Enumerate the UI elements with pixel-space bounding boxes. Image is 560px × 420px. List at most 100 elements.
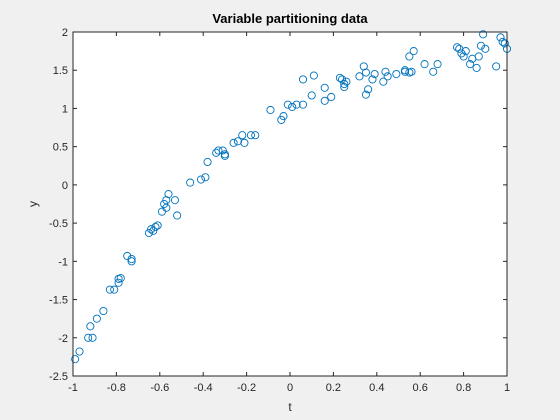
data-point [320,96,329,105]
x-tick-label: 1 [504,382,510,394]
data-point [160,199,169,209]
x-tick-label: 0.2 [326,382,341,394]
data-point [433,60,442,69]
data-point [492,62,501,71]
data-point [292,100,301,109]
x-axis-label: t [288,400,292,414]
data-point [298,75,308,84]
data-point [279,112,288,121]
data-point [127,257,136,266]
x-tick-label: 0.6 [413,382,428,394]
data-point [481,44,490,53]
data-point [409,47,418,56]
data-point [127,254,136,264]
data-point [459,52,468,61]
data-point [379,77,388,86]
data-point [173,211,182,220]
data-point [461,47,470,56]
data-point [355,72,364,81]
data-point [288,102,297,111]
x-tick-label: 0.4 [369,382,384,394]
y-tick-label: 1 [62,103,68,115]
data-point [420,60,429,69]
data-point [144,228,153,238]
y-axis-label: y [26,201,40,207]
data-point [201,173,210,182]
data-point [498,37,507,46]
data-point [338,75,347,84]
axes-box [72,31,508,377]
data-point [476,41,486,50]
data-point [359,62,368,71]
data-point [75,347,84,356]
data-point [203,157,212,167]
data-point [149,226,158,235]
data-point [71,355,80,364]
data-point [114,278,123,287]
chart-title: Variable partitioning data [212,11,368,26]
data-point [453,43,462,52]
data-point [214,146,223,155]
data-point [153,221,162,230]
data-point [246,131,255,140]
x-tick-label: 0.8 [456,382,471,394]
data-point [283,100,292,109]
data-point [309,71,318,80]
x-tick-label: -0.6 [150,382,169,394]
x-tick-label: -0.4 [194,382,213,394]
data-point [110,285,119,294]
x-tick-label: -0.8 [107,382,126,394]
data-point [479,30,488,39]
data-point [88,333,97,342]
data-point [162,196,171,205]
y-tick-label: 1.5 [53,65,68,77]
data-point [229,138,238,147]
data-point [405,52,414,61]
data-point [99,306,108,316]
data-point [92,314,101,323]
data-point [340,79,349,89]
data-point [361,90,371,99]
data-point [240,138,249,147]
data-point [86,322,95,331]
data-point [164,190,173,199]
data-point [429,67,438,76]
data-point [472,63,481,72]
data-point [320,83,329,92]
data-point [147,225,156,234]
data-point [368,75,377,84]
data-point [116,274,125,283]
data-point [364,85,373,94]
data-point [327,92,336,102]
plot-area [73,32,507,376]
data-point [220,151,229,160]
data-point [151,222,160,231]
data-point [277,115,286,124]
data-point [342,77,351,86]
data-point [105,285,114,294]
y-tick-label: 0 [62,180,68,192]
data-point [407,67,416,76]
data-point [251,131,260,140]
data-point [381,67,390,76]
x-tick-label: -1 [68,382,78,394]
data-point [123,251,132,261]
y-tick-label: -2 [58,333,68,345]
data-point [218,146,227,155]
y-tick-label: -1.5 [49,295,68,307]
data-point [238,131,247,140]
data-point [474,52,483,61]
x-tick-label: 0 [287,382,293,394]
data-point [361,68,371,77]
data-point [196,175,206,184]
data-point [186,178,195,187]
data-point [84,333,93,342]
data-point [335,73,344,82]
data-point [500,39,509,48]
data-point [370,69,379,79]
y-tick-label: -2.5 [49,371,68,383]
data-point [266,105,275,115]
data-point [466,60,475,69]
y-tick-label: 2 [62,27,68,39]
